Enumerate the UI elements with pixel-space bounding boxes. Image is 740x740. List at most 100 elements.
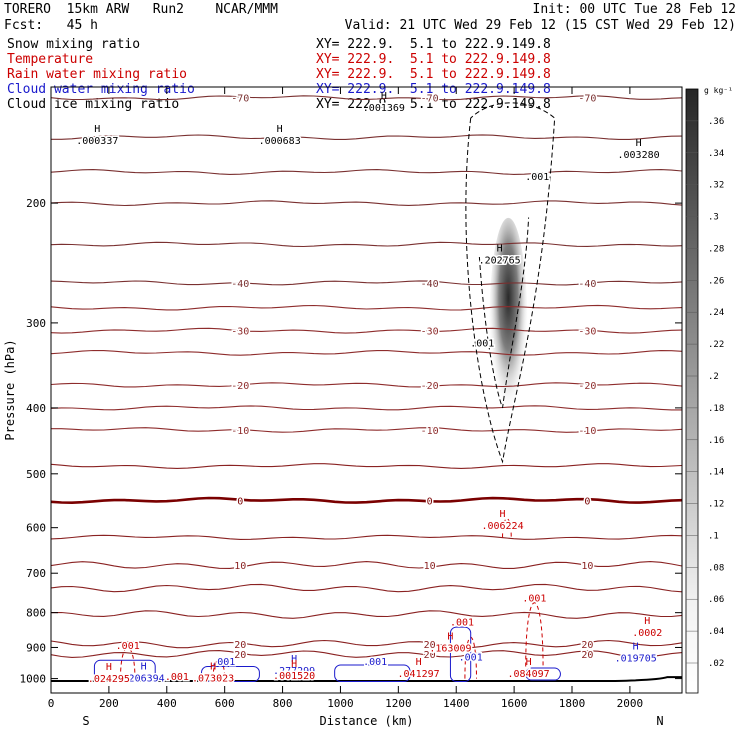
temperature-contour xyxy=(50,304,683,311)
field-cloud-water-name: Cloud water mixing ratio xyxy=(7,82,195,97)
rain-water-contour xyxy=(525,602,544,667)
colorbar-level-label: .24 xyxy=(708,308,724,318)
colorbar-level-label: .04 xyxy=(708,627,724,637)
temperature-contour xyxy=(50,327,683,334)
rain-water-contour xyxy=(212,659,226,679)
temperature-contour xyxy=(50,650,683,658)
colorbar-level-label: .2 xyxy=(708,372,719,382)
temperature-contour xyxy=(50,405,682,411)
temperature-contour xyxy=(50,241,683,248)
temperature-contour-label: -70 xyxy=(421,94,439,105)
init-time: Init: 00 UTC Tue 28 Feb 12 xyxy=(532,2,737,17)
maximum-value-label: .084097 xyxy=(508,669,550,680)
colorbar-level-label: .26 xyxy=(708,276,724,286)
colorbar-level-label: .3 xyxy=(708,213,719,223)
colorbar-level-label: .16 xyxy=(708,436,724,446)
forecast-hour: Fcst: 45 h xyxy=(4,18,98,33)
x-axis-title: Distance (km) xyxy=(320,714,414,728)
cloud-water-contour xyxy=(334,664,411,683)
maximum-marker: H xyxy=(277,124,283,135)
x-tick-label: 1200 xyxy=(385,697,412,710)
x-tick-label: 1600 xyxy=(501,697,528,710)
maximum-value-label: .041297 xyxy=(398,669,440,680)
temperature-contour-label: -40 xyxy=(231,279,249,290)
cloud-water-contour xyxy=(93,659,156,681)
colorbar-ramp xyxy=(685,88,699,694)
temperature-contour-label: 10 xyxy=(424,561,436,572)
temperature-contour-label: -30 xyxy=(578,327,596,338)
snow-contour xyxy=(478,217,530,409)
maximum-value-label: .024295 xyxy=(88,674,130,685)
valid-time: Valid: 21 UTC Wed 29 Feb 12 (15 CST Wed … xyxy=(344,18,736,33)
temperature-contour xyxy=(50,169,683,175)
temperature-contour xyxy=(50,349,683,356)
y-tick-label: 1000 xyxy=(20,673,47,686)
temperature-contour-label: -40 xyxy=(578,279,596,290)
colorbar-unit: g kg⁻¹ xyxy=(704,86,733,95)
maximum-value-label: .206394 xyxy=(123,674,165,685)
y-tick-label: 500 xyxy=(26,468,46,481)
temperature-contour xyxy=(51,427,683,433)
cloud-water-contour xyxy=(201,666,260,683)
colorbar-level-label: .34 xyxy=(708,149,724,159)
maximum-marker: H xyxy=(106,662,112,673)
maximum-marker: H xyxy=(291,654,297,665)
y-tick-label: 400 xyxy=(26,402,46,415)
colorbar-level-label: .22 xyxy=(708,340,724,350)
colorbar-level-label: .18 xyxy=(708,404,724,414)
colorbar-level-label: .14 xyxy=(708,468,724,478)
maximum-marker: H xyxy=(381,91,387,102)
contour-label: .001 xyxy=(116,641,140,652)
colorbar-level-label: .32 xyxy=(708,181,724,191)
temperature-contour-label: -10 xyxy=(421,426,439,437)
maximum-marker: H xyxy=(416,657,422,668)
maximum-marker: H xyxy=(210,662,216,673)
temperature-contour-label: -10 xyxy=(231,426,249,437)
terrain-surface xyxy=(51,676,682,682)
field-rain-name: Rain water mixing ratio xyxy=(7,67,188,82)
temperature-contour-label: 20 xyxy=(234,640,246,651)
temperature-contour xyxy=(50,496,683,505)
temperature-contour xyxy=(50,610,683,619)
maximum-value-label: .019705 xyxy=(615,654,657,665)
model-title: TORERO 15km ARW Run2 NCAR/MMM xyxy=(4,2,278,17)
maximum-value-label: .001369 xyxy=(363,103,405,114)
colorbar: .02 .04 .06 .08 .1 .12 .14 .16 .18 .2 .22 .24 .26 .28… xyxy=(685,86,733,694)
colorbar-level-label: .1 xyxy=(708,531,719,541)
temperature-contour-label: -20 xyxy=(421,381,439,392)
contour-label: .001 xyxy=(363,657,387,668)
maximum-value-label: .000337 xyxy=(76,136,118,147)
y-tick-label: 200 xyxy=(26,197,46,210)
temperature-contour xyxy=(50,583,683,593)
x-tick-label: 1800 xyxy=(559,697,586,710)
maximum-marker: H xyxy=(500,509,506,520)
maximum-marker: H xyxy=(94,124,100,135)
temperature-contour-label: 10 xyxy=(581,561,593,572)
temperature-contour xyxy=(50,534,683,540)
y-tick-label: 600 xyxy=(26,522,46,535)
maximum-marker: H xyxy=(141,662,147,673)
maximum-value-label: .003280 xyxy=(618,150,660,161)
colorbar-level-label: .28 xyxy=(708,244,724,254)
x-tick-label: 2000 xyxy=(617,697,644,710)
x-tick-label: 1000 xyxy=(327,697,354,710)
maximum-value-label: .202765 xyxy=(479,256,521,267)
x-tick-label: 400 xyxy=(157,697,177,710)
contour-label: .001 xyxy=(459,652,483,663)
temperature-contour xyxy=(50,280,683,286)
field-snow-name: Snow mixing ratio xyxy=(7,37,141,52)
maximum-marker: H xyxy=(526,657,532,668)
temperature-contour-label: -20 xyxy=(578,381,596,392)
maximum-value-label: .000683 xyxy=(259,136,301,147)
colorbar-level-label: .08 xyxy=(708,563,724,573)
ice-shading xyxy=(489,217,528,428)
maximum-value-label: .006224 xyxy=(481,521,523,532)
contour-label: .001 xyxy=(470,339,494,350)
temperature-contour xyxy=(50,200,683,207)
maximum-marker: H xyxy=(636,138,642,149)
temperature-contour-label: 0 xyxy=(584,496,590,507)
maximum-marker: H xyxy=(497,244,503,255)
maximum-value-label: .0002 xyxy=(632,628,662,639)
temperature-contour xyxy=(50,561,683,569)
cloud-water-contour xyxy=(525,667,561,681)
